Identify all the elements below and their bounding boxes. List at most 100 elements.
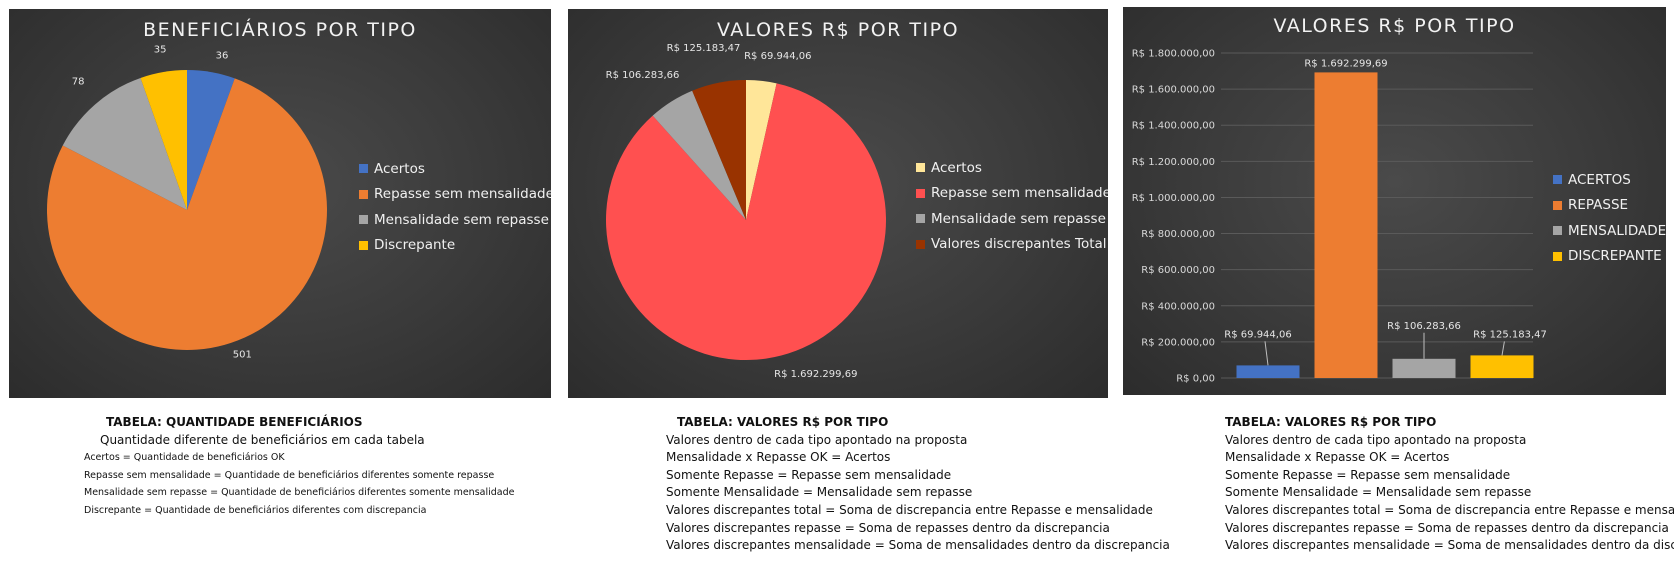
chart-title: VALORES R$ POR TIPO: [716, 19, 960, 41]
chart-beneficiarios-panel: BENEFICIÁRIOS POR TIPO 36 501 78 35 Acertos…: [9, 9, 551, 398]
legend-swatch: [1553, 251, 1562, 261]
legend-label: MENSALIDADE: [1568, 222, 1666, 239]
legend-swatch: [359, 189, 368, 199]
data-label-repasse-sem-mensalidade: R$ 1.692.299,69: [774, 369, 857, 380]
y-tick-label: R$ 1.000.000,00: [1132, 193, 1215, 204]
y-tick-label: R$ 1.800.000,00: [1132, 49, 1215, 60]
pie-slice-acertos: [187, 70, 235, 210]
notes-line: Mensalidade x Repasse OK = Acertos: [666, 450, 891, 465]
data-label-acertos: R$ 69.944,06: [744, 51, 811, 62]
pie-chart-valores: R$ 69.944,06 R$ 1.692.299,69 R$ 106.283,66…: [606, 43, 886, 380]
legend-item-mensalidade-sem-repasse: Mensalidade sem repasse: [916, 206, 1108, 232]
notes-line: Valores dentro de cada tipo apontado na …: [1225, 432, 1527, 447]
notes-line: Valores discrepantes mensalidade = Soma …: [666, 538, 1170, 553]
notes-valores-1: TABELA: VALORES R$ POR TIPO Valores dent…: [666, 414, 1170, 555]
notes-line: Somente Mensalidade = Mensalidade sem re…: [666, 485, 973, 500]
bar-discrepante: [1470, 355, 1534, 378]
chart-legend: Acertos Repasse sem mensalidade Mensalidad…: [359, 156, 551, 258]
notes-title: TABELA: VALORES R$ POR TIPO: [677, 415, 889, 429]
legend-item-repasse-sem-mensalidade: Repasse sem mensalidade: [916, 181, 1108, 207]
data-label-mensalidade: R$ 106.283,66: [1387, 321, 1461, 332]
pie-slice-valores-discrepantes-total: [692, 80, 746, 220]
legend-swatch: [359, 240, 368, 250]
chart-valores-bar-panel: VALORES R$ POR TIPO R$ 0,00 R$ 200.000,00…: [1123, 7, 1666, 395]
y-tick-label: R$ 0,00: [1176, 374, 1215, 385]
legend-swatch: [359, 164, 368, 174]
legend-label: Valores discrepantes Total: [931, 236, 1107, 253]
leader-line: [1501, 341, 1505, 356]
legend-swatch: [916, 214, 925, 224]
legend-swatch: [1553, 226, 1562, 236]
legend-label: Discrepante: [374, 237, 456, 254]
legend-swatch: [916, 188, 925, 198]
notes-line: Acertos = Quantidade de beneficiários OK: [84, 452, 285, 464]
chart-valores-pie-panel: VALORES R$ POR TIPO R$ 69.944,06 R$ 1.692…: [568, 9, 1108, 398]
legend-item-repasse-sem-mensalidade: Repasse sem mensalidade: [359, 182, 551, 208]
legend-label: ACERTOS: [1568, 171, 1631, 188]
legend-item-discrepante: DISCREPANTE: [1553, 244, 1666, 270]
legend-label: Mensalidade sem repasse: [374, 211, 549, 228]
legend-label: DISCREPANTE: [1568, 248, 1662, 265]
notes-line: Valores discrepantes mensalidade = Soma …: [1225, 538, 1674, 553]
legend-swatch: [916, 239, 925, 249]
data-label-acertos: R$ 69.944,06: [1224, 329, 1291, 340]
pie-slice-acertos: [746, 80, 777, 220]
y-tick-label: R$ 200.000,00: [1141, 337, 1215, 348]
y-tick-label: R$ 400.000,00: [1141, 301, 1215, 312]
legend-item-valores-discrepantes-total: Valores discrepantes Total: [916, 232, 1108, 258]
legend-swatch: [1553, 200, 1562, 210]
pie-slice-mensalidade-sem-repasse: [62, 77, 187, 210]
notes-beneficiarios: TABELA: QUANTIDADE BENEFICIÁRIOS Quantid…: [84, 414, 514, 520]
legend-item-mensalidade-sem-repasse: Mensalidade sem repasse: [359, 207, 551, 233]
data-label-repasse-sem-mensalidade: 501: [233, 350, 252, 361]
notes-line: Somente Repasse = Repasse sem mensalidad…: [1225, 467, 1511, 482]
data-label-discrepante: 35: [154, 44, 167, 55]
y-tick-label: R$ 1.600.000,00: [1132, 85, 1215, 96]
y-tick-label: R$ 600.000,00: [1141, 265, 1215, 276]
legend-label: Acertos: [374, 160, 425, 177]
data-label-discrepante: R$ 125.183,47: [1473, 329, 1547, 340]
chart-legend: Acertos Repasse sem mensalidade Mensalidad…: [916, 155, 1108, 257]
bar-chart-valores: R$ 0,00 R$ 200.000,00 R$ 400.000,00 R$ 600.…: [1132, 49, 1547, 385]
leader-line: [1264, 341, 1269, 366]
bar-mensalidade: [1392, 358, 1456, 378]
notes-line: Mensalidade x Repasse OK = Acertos: [1225, 450, 1450, 465]
notes-title: TABELA: QUANTIDADE BENEFICIÁRIOS: [106, 415, 363, 429]
legend-label: Repasse sem mensalidade: [374, 186, 551, 203]
data-label-mensalidade-sem-repasse: R$ 106.283,66: [606, 70, 680, 81]
chart-title: VALORES R$ POR TIPO: [1273, 15, 1516, 37]
data-label-mensalidade-sem-repasse: 78: [72, 77, 85, 88]
notes-line: Valores discrepantes total = Soma de dis…: [1225, 502, 1674, 517]
pie-chart-beneficiarios: 36 501 78 35: [46, 44, 327, 361]
notes-title: TABELA: VALORES R$ POR TIPO: [1225, 415, 1437, 429]
bar-repasse: [1314, 72, 1378, 379]
chart-title: BENEFICIÁRIOS POR TIPO: [143, 19, 417, 41]
legend-swatch: [359, 215, 368, 225]
notes-subtitle: Quantidade diferente de beneficiários em…: [100, 432, 425, 447]
notes-valores-2: TABELA: VALORES R$ POR TIPO Valores dent…: [1225, 414, 1674, 555]
legend-item-acertos: Acertos: [359, 156, 551, 182]
chart-legend: ACERTOS REPASSE MENSALIDADE DISCREPANTE: [1553, 167, 1666, 269]
notes-line: Repasse sem mensalidade = Quantidade de …: [84, 469, 495, 481]
y-tick-label: R$ 1.200.000,00: [1132, 157, 1215, 168]
notes-line: Valores discrepantes repasse = Soma de r…: [1225, 520, 1669, 535]
y-tick-label: R$ 800.000,00: [1141, 229, 1215, 240]
legend-swatch: [916, 163, 925, 173]
y-tick-label: R$ 1.400.000,00: [1132, 121, 1215, 132]
legend-item-repasse: REPASSE: [1553, 193, 1666, 219]
pie-slice-discrepante: [140, 70, 187, 210]
notes-line: Mensalidade sem repasse = Quantidade de …: [84, 487, 515, 499]
legend-label: Mensalidade sem repasse: [931, 210, 1106, 227]
notes-line: Somente Repasse = Repasse sem mensalidad…: [666, 467, 952, 482]
legend-item-acertos: ACERTOS: [1553, 167, 1666, 193]
notes-line: Valores discrepantes total = Soma de dis…: [666, 502, 1153, 517]
notes-line: Valores dentro de cada tipo apontado na …: [666, 432, 968, 447]
legend-item-discrepante: Discrepante: [359, 233, 551, 259]
data-label-acertos: 36: [216, 50, 229, 61]
bar-acertos: [1236, 365, 1300, 378]
notes-line: Somente Mensalidade = Mensalidade sem re…: [1225, 485, 1532, 500]
legend-label: Repasse sem mensalidade: [931, 185, 1108, 202]
notes-line: Discrepante = Quantidade de beneficiário…: [84, 504, 427, 516]
pie-slice-mensalidade-sem-repasse: [652, 90, 746, 220]
legend-swatch: [1553, 175, 1562, 185]
